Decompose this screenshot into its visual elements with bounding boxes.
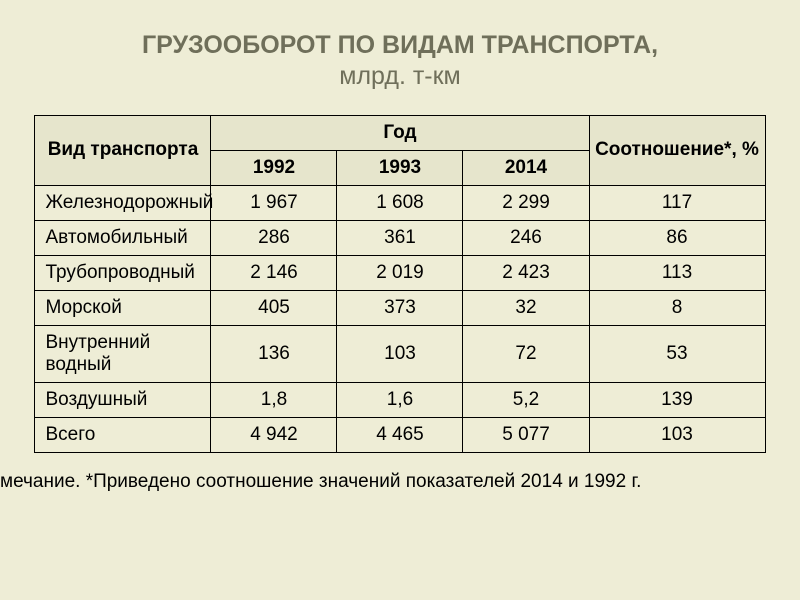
cell: 139 <box>589 382 765 417</box>
cell: 361 <box>337 220 463 255</box>
th-year-group: Год <box>211 115 589 150</box>
cell: 103 <box>337 325 463 382</box>
table-row: Морской 405 373 32 8 <box>35 290 765 325</box>
cell: 1,6 <box>337 382 463 417</box>
th-year-1: 1993 <box>337 150 463 185</box>
cell: 53 <box>589 325 765 382</box>
th-year-0: 1992 <box>211 150 337 185</box>
row-label: Морской <box>35 290 211 325</box>
table-row: Автомобильный 286 361 246 86 <box>35 220 765 255</box>
cell: 1,8 <box>211 382 337 417</box>
cell: 2 019 <box>337 255 463 290</box>
slide: ГРУЗООБОРОТ ПО ВИДАМ ТРАНСПОРТА, млрд. т… <box>0 0 800 600</box>
cell: 103 <box>589 417 765 452</box>
cell: 2 423 <box>463 255 589 290</box>
row-label: Всего <box>35 417 211 452</box>
cell: 117 <box>589 185 765 220</box>
row-label: Железнодорожный <box>35 185 211 220</box>
cell: 2 299 <box>463 185 589 220</box>
freight-table: Вид транспорта Год Соотношение*, % 1992 … <box>34 115 765 453</box>
cell: 8 <box>589 290 765 325</box>
cell: 246 <box>463 220 589 255</box>
th-ratio: Соотношение*, % <box>589 115 765 185</box>
th-year-2: 2014 <box>463 150 589 185</box>
row-label: Внутренний водный <box>35 325 211 382</box>
cell: 4 465 <box>337 417 463 452</box>
cell: 1 967 <box>211 185 337 220</box>
title-line-1: ГРУЗООБОРОТ ПО ВИДАМ ТРАНСПОРТА, <box>142 31 658 59</box>
cell: 5,2 <box>463 382 589 417</box>
cell: 286 <box>211 220 337 255</box>
table-row: Железнодорожный 1 967 1 608 2 299 117 <box>35 185 765 220</box>
cell: 72 <box>463 325 589 382</box>
row-label: Воздушный <box>35 382 211 417</box>
row-label: Трубопроводный <box>35 255 211 290</box>
cell: 86 <box>589 220 765 255</box>
cell: 1 608 <box>337 185 463 220</box>
th-transport-type: Вид транспорта <box>35 115 211 185</box>
cell: 113 <box>589 255 765 290</box>
cell: 4 942 <box>211 417 337 452</box>
cell: 405 <box>211 290 337 325</box>
table-row: Воздушный 1,8 1,6 5,2 139 <box>35 382 765 417</box>
table-row: Внутренний водный 136 103 72 53 <box>35 325 765 382</box>
title-line-2: млрд. т-км <box>339 62 460 90</box>
cell: 2 146 <box>211 255 337 290</box>
row-label: Автомобильный <box>35 220 211 255</box>
cell: 32 <box>463 290 589 325</box>
table-row: Всего 4 942 4 465 5 077 103 <box>35 417 765 452</box>
cell: 136 <box>211 325 337 382</box>
footnote: мечание. *Приведено соотношение значений… <box>0 471 800 493</box>
slide-title: ГРУЗООБОРОТ ПО ВИДАМ ТРАНСПОРТА, млрд. т… <box>0 30 800 93</box>
table-row: Трубопроводный 2 146 2 019 2 423 113 <box>35 255 765 290</box>
cell: 373 <box>337 290 463 325</box>
cell: 5 077 <box>463 417 589 452</box>
